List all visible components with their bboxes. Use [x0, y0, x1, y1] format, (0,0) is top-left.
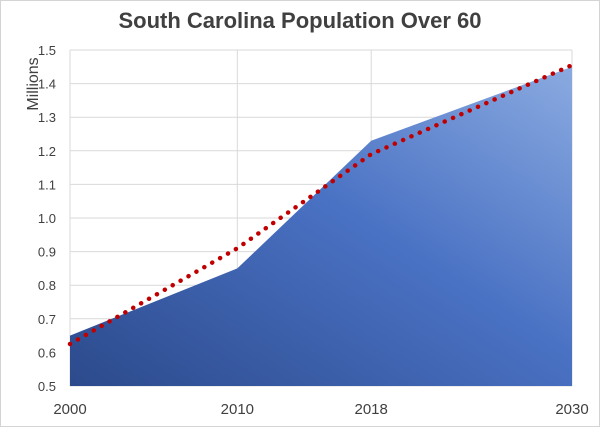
y-tick-label: 1.3 [38, 110, 56, 125]
y-tick-label: 0.8 [38, 278, 56, 293]
chart-title: South Carolina Population Over 60 [118, 8, 482, 33]
area-layer [70, 66, 572, 387]
x-tick-label: 2018 [355, 401, 388, 418]
x-tick-label: 2010 [221, 401, 254, 418]
trend-line [67, 62, 575, 347]
y-tick-label: 1.2 [38, 144, 56, 159]
trend-layer [67, 62, 575, 347]
y-tick-label: 0.7 [38, 312, 56, 327]
y-tick-label: 0.9 [38, 245, 56, 260]
y-tick-label: 1.5 [38, 43, 56, 58]
y-tick-labels: 0.5 0.6 0.7 0.8 0.9 1.0 1.1 1.2 1.3 1.4 1.5 [38, 43, 56, 394]
area-series [70, 66, 572, 387]
x-tick-label: 2030 [555, 401, 588, 418]
y-tick-label: 0.5 [38, 379, 56, 394]
x-tick-labels: 2000 2010 2018 2030 [53, 401, 588, 418]
y-tick-label: 1.4 [38, 77, 56, 92]
y-tick-label: 1.0 [38, 211, 56, 226]
y-axis-label: Millions [25, 57, 42, 110]
x-tick-label: 2000 [53, 401, 86, 418]
y-tick-label: 1.1 [38, 177, 56, 192]
y-tick-label: 0.6 [38, 345, 56, 360]
